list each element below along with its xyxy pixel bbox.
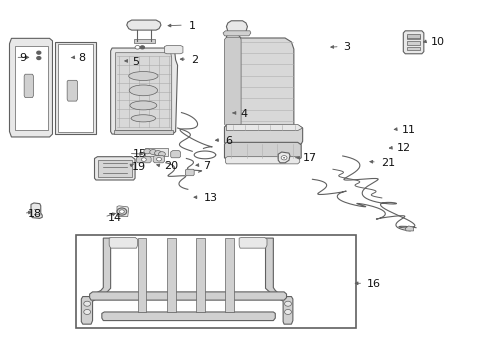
Text: 12: 12 xyxy=(396,143,411,153)
Polygon shape xyxy=(240,38,294,126)
Polygon shape xyxy=(15,45,48,130)
Polygon shape xyxy=(405,226,414,231)
Polygon shape xyxy=(266,238,293,324)
Circle shape xyxy=(285,310,292,315)
Circle shape xyxy=(283,157,285,158)
Circle shape xyxy=(157,157,161,161)
Polygon shape xyxy=(171,150,180,158)
Ellipse shape xyxy=(129,72,158,81)
Polygon shape xyxy=(134,40,155,43)
Polygon shape xyxy=(167,238,175,312)
Polygon shape xyxy=(226,21,247,34)
Polygon shape xyxy=(117,206,129,217)
Text: 10: 10 xyxy=(431,37,444,47)
Polygon shape xyxy=(90,292,287,300)
Circle shape xyxy=(84,301,91,306)
Polygon shape xyxy=(226,32,244,127)
Polygon shape xyxy=(278,152,290,163)
Polygon shape xyxy=(67,80,77,101)
Circle shape xyxy=(84,310,91,315)
Polygon shape xyxy=(76,234,356,328)
Ellipse shape xyxy=(129,85,158,96)
Polygon shape xyxy=(164,45,183,54)
Polygon shape xyxy=(102,312,275,320)
Polygon shape xyxy=(224,37,241,126)
Text: 13: 13 xyxy=(203,193,218,203)
Circle shape xyxy=(141,46,145,49)
Text: 2: 2 xyxy=(191,55,198,65)
Polygon shape xyxy=(95,157,135,180)
Polygon shape xyxy=(239,237,267,248)
Polygon shape xyxy=(24,74,33,98)
Polygon shape xyxy=(55,42,96,134)
Polygon shape xyxy=(116,53,172,131)
Polygon shape xyxy=(225,157,300,164)
Circle shape xyxy=(120,210,124,213)
Polygon shape xyxy=(81,238,111,324)
Polygon shape xyxy=(114,130,172,134)
Circle shape xyxy=(142,158,147,161)
Polygon shape xyxy=(407,36,420,40)
Circle shape xyxy=(285,301,292,306)
Circle shape xyxy=(135,45,140,49)
Polygon shape xyxy=(226,125,303,131)
Text: 3: 3 xyxy=(343,42,350,52)
Text: 1: 1 xyxy=(189,21,196,31)
Text: 15: 15 xyxy=(133,149,147,159)
Circle shape xyxy=(117,208,127,215)
Text: 16: 16 xyxy=(367,279,381,289)
Ellipse shape xyxy=(131,115,156,122)
Text: 5: 5 xyxy=(133,57,140,67)
Ellipse shape xyxy=(130,101,157,110)
Polygon shape xyxy=(407,34,420,39)
Polygon shape xyxy=(153,156,164,163)
Text: 11: 11 xyxy=(401,125,416,135)
Circle shape xyxy=(159,152,165,157)
Text: 19: 19 xyxy=(132,162,146,172)
Polygon shape xyxy=(407,46,420,50)
Text: 18: 18 xyxy=(27,209,42,219)
Text: 4: 4 xyxy=(240,109,247,119)
Polygon shape xyxy=(223,31,251,36)
Text: 20: 20 xyxy=(164,161,178,171)
Polygon shape xyxy=(31,203,42,219)
Text: 17: 17 xyxy=(303,153,317,163)
Text: 9: 9 xyxy=(19,53,26,63)
Polygon shape xyxy=(127,20,161,30)
Text: 6: 6 xyxy=(225,136,232,145)
Text: 7: 7 xyxy=(203,161,211,171)
Circle shape xyxy=(150,149,157,154)
Polygon shape xyxy=(225,238,234,312)
Polygon shape xyxy=(224,126,303,145)
Polygon shape xyxy=(9,39,52,137)
Polygon shape xyxy=(185,169,194,176)
Text: 8: 8 xyxy=(78,53,85,63)
Polygon shape xyxy=(111,48,177,134)
Circle shape xyxy=(144,149,151,154)
Polygon shape xyxy=(403,31,424,54)
Text: 14: 14 xyxy=(108,213,122,222)
Circle shape xyxy=(155,150,161,156)
Polygon shape xyxy=(196,238,205,312)
Text: 21: 21 xyxy=(381,158,395,168)
Polygon shape xyxy=(109,237,138,248)
Circle shape xyxy=(281,156,287,160)
Circle shape xyxy=(37,57,41,59)
Polygon shape xyxy=(137,157,151,163)
Polygon shape xyxy=(58,44,93,132)
Polygon shape xyxy=(145,148,168,156)
Polygon shape xyxy=(224,142,301,159)
Polygon shape xyxy=(98,160,132,177)
Polygon shape xyxy=(407,41,420,45)
Circle shape xyxy=(37,51,41,54)
Polygon shape xyxy=(138,238,147,312)
